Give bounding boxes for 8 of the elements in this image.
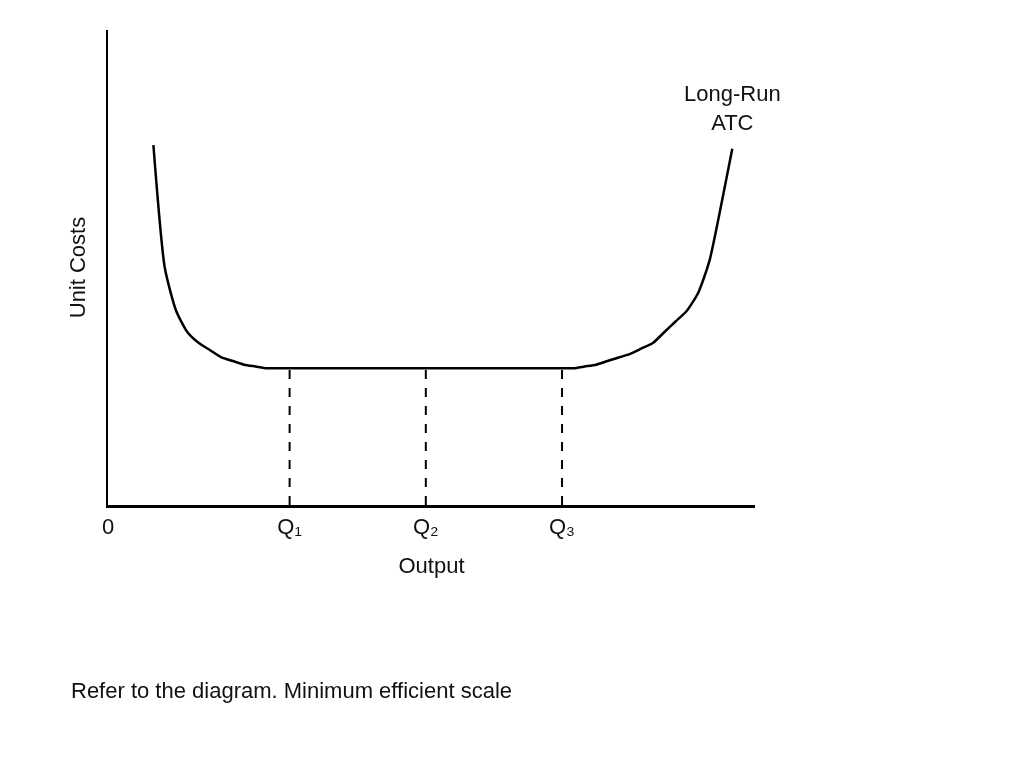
text: Refer to the diagram. Minimum efficient scale xyxy=(71,678,512,703)
x-tick-label: Q₁ xyxy=(277,513,302,539)
x-axis-title: Output xyxy=(398,553,465,579)
x-tick-label: Q₂ xyxy=(412,513,439,539)
y-axis-title: Unit Costs xyxy=(65,216,91,319)
series-label: Long-Run ATC xyxy=(684,81,781,135)
x-tick-label: Q₃ xyxy=(549,513,576,539)
x-tick-label: 0 xyxy=(101,513,115,539)
